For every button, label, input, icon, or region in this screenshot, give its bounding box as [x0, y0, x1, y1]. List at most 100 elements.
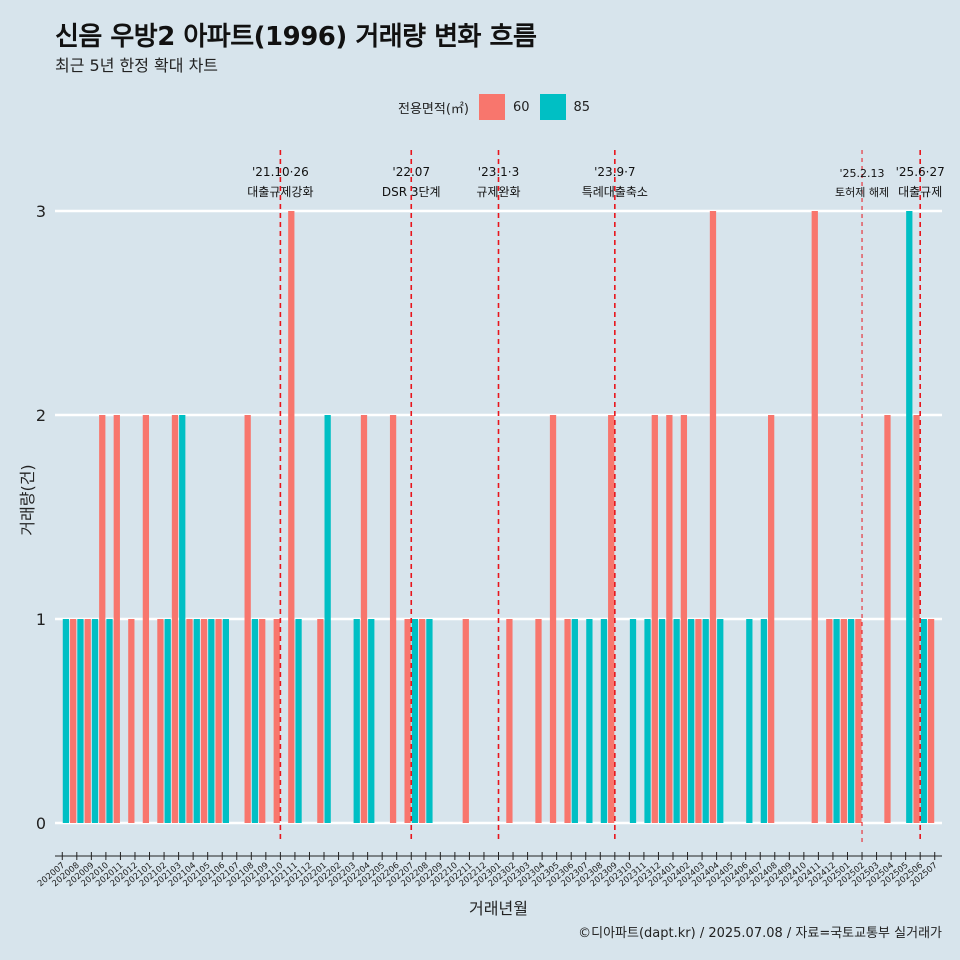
- bar-85-202312: [658, 619, 666, 823]
- bar-85-202208: [426, 619, 433, 823]
- bar-60-202312: [651, 415, 658, 823]
- event-name-label: 대출규제: [898, 185, 942, 199]
- source-caption: ©디아파트(dapt.kr) / 2025.07.08 / 자료=국토교통부 실…: [578, 926, 942, 941]
- event-date-label: '21.10·26: [252, 165, 309, 179]
- event-date-label: '25.6·27: [896, 165, 945, 179]
- bar-60-202201: [317, 619, 324, 823]
- bar-60-202506: [913, 415, 920, 823]
- chart-subtitle: 최근 5년 한정 확대 차트: [55, 56, 219, 75]
- bar-60-202204: [360, 415, 368, 823]
- y-axis-title: 거래량(건): [18, 464, 37, 535]
- bar-60-202105: [200, 619, 208, 823]
- bar-60-202411: [811, 211, 818, 823]
- bar-60-202207: [404, 619, 411, 823]
- bar-60-202501: [840, 619, 847, 823]
- bar-60-202206: [389, 415, 397, 823]
- event-date-label: '25.2.13: [840, 167, 885, 180]
- event-date-label: '23.9·7: [594, 165, 635, 179]
- bar-60-202507: [927, 619, 935, 823]
- bar-85-202108: [251, 619, 259, 823]
- x-axis-title: 거래년월: [469, 899, 528, 918]
- bar-60-202208: [419, 619, 426, 823]
- y-tick-label: 1: [36, 610, 46, 629]
- bar-60-202109: [259, 619, 266, 823]
- bar-85-202311: [644, 619, 651, 823]
- bar-60-202401: [666, 415, 673, 823]
- event-date-label: '23.1·3: [478, 165, 519, 179]
- bar-60-202504: [884, 415, 891, 823]
- bar-85-202010: [106, 619, 113, 823]
- bar-60-202104: [186, 619, 193, 823]
- bar-85-202412: [833, 619, 840, 823]
- bar-85-202103: [179, 415, 186, 823]
- bar-60-202103: [171, 415, 179, 823]
- bar-60-202408: [768, 415, 775, 823]
- bar-60-202403: [695, 619, 702, 823]
- bar-85-202203: [353, 619, 360, 823]
- bar-85-202506: [920, 619, 927, 823]
- bar-60-202009: [84, 619, 91, 823]
- bar-60-202304: [535, 619, 542, 823]
- bar-60-202404: [709, 211, 717, 823]
- bar-60-202502: [855, 619, 862, 823]
- bar-60-202008: [70, 619, 77, 823]
- bar-85-202310: [629, 619, 637, 823]
- bar-60-202101: [142, 415, 150, 823]
- bar-60-202412: [826, 619, 833, 823]
- bar-85-202401: [673, 619, 680, 823]
- legend-swatch-60: [478, 94, 505, 120]
- legend: 전용면적(㎡) 60 85: [398, 93, 590, 121]
- bar-85-202106: [222, 619, 229, 823]
- event-name-label: 토허제 해제: [835, 185, 889, 199]
- bar-85-202105: [208, 619, 215, 823]
- bar-60-202302: [506, 619, 513, 823]
- bar-60-202211: [462, 619, 469, 823]
- event-name-label: 규제완화: [476, 185, 520, 199]
- bar-85-202403: [702, 619, 709, 823]
- bar-85-202104: [193, 619, 200, 823]
- bar-85-202102: [164, 619, 171, 823]
- bar-85-202007: [62, 619, 70, 823]
- bar-60-202309: [608, 415, 615, 823]
- legend-label-60: 60: [512, 99, 530, 115]
- y-tick-label: 0: [36, 814, 46, 833]
- bar-60-202402: [680, 415, 688, 823]
- bar-60-202110: [273, 619, 280, 823]
- bar-85-202402: [688, 619, 695, 823]
- bar-60-202108: [244, 415, 251, 823]
- bar-85-202407: [760, 619, 768, 823]
- legend-label-85: 85: [573, 99, 591, 115]
- y-tick-label: 3: [36, 202, 46, 221]
- bar-60-202111: [288, 211, 295, 823]
- bar-85-202009: [91, 619, 99, 823]
- bar-60-202306: [564, 619, 571, 823]
- event-name-label: DSR 3단계: [382, 185, 441, 199]
- y-tick-label: 2: [36, 406, 46, 425]
- bar-85-202406: [746, 619, 753, 823]
- bar-85-202505: [906, 211, 913, 823]
- legend-swatch-85: [539, 94, 566, 120]
- event-name-label: 특례대출축소: [582, 185, 648, 199]
- legend-title: 전용면적(㎡): [398, 101, 469, 117]
- bar-85-202307: [586, 619, 593, 823]
- event-name-label: 대출규제강화: [247, 185, 313, 199]
- bar-60-202102: [157, 619, 164, 823]
- bar-85-202501: [847, 619, 855, 823]
- bar-60-202106: [215, 619, 222, 823]
- bar-85-202204: [368, 619, 375, 823]
- bar-60-202012: [128, 619, 135, 823]
- bar-60-202010: [99, 415, 106, 823]
- bar-60-202011: [113, 415, 120, 823]
- event-date-label: '22.07: [392, 165, 430, 179]
- bar-85-202008: [77, 619, 84, 823]
- bar-85-202207: [411, 619, 419, 823]
- bar-85-202308: [600, 619, 608, 823]
- bar-85-202404: [717, 619, 724, 823]
- bar-85-202201: [324, 415, 331, 823]
- bar-60-202305: [549, 415, 557, 823]
- bar-85-202111: [295, 619, 302, 823]
- bar-85-202306: [571, 619, 578, 823]
- chart-title: 신음 우방2 아파트(1996) 거래량 변화 흐름: [55, 22, 537, 52]
